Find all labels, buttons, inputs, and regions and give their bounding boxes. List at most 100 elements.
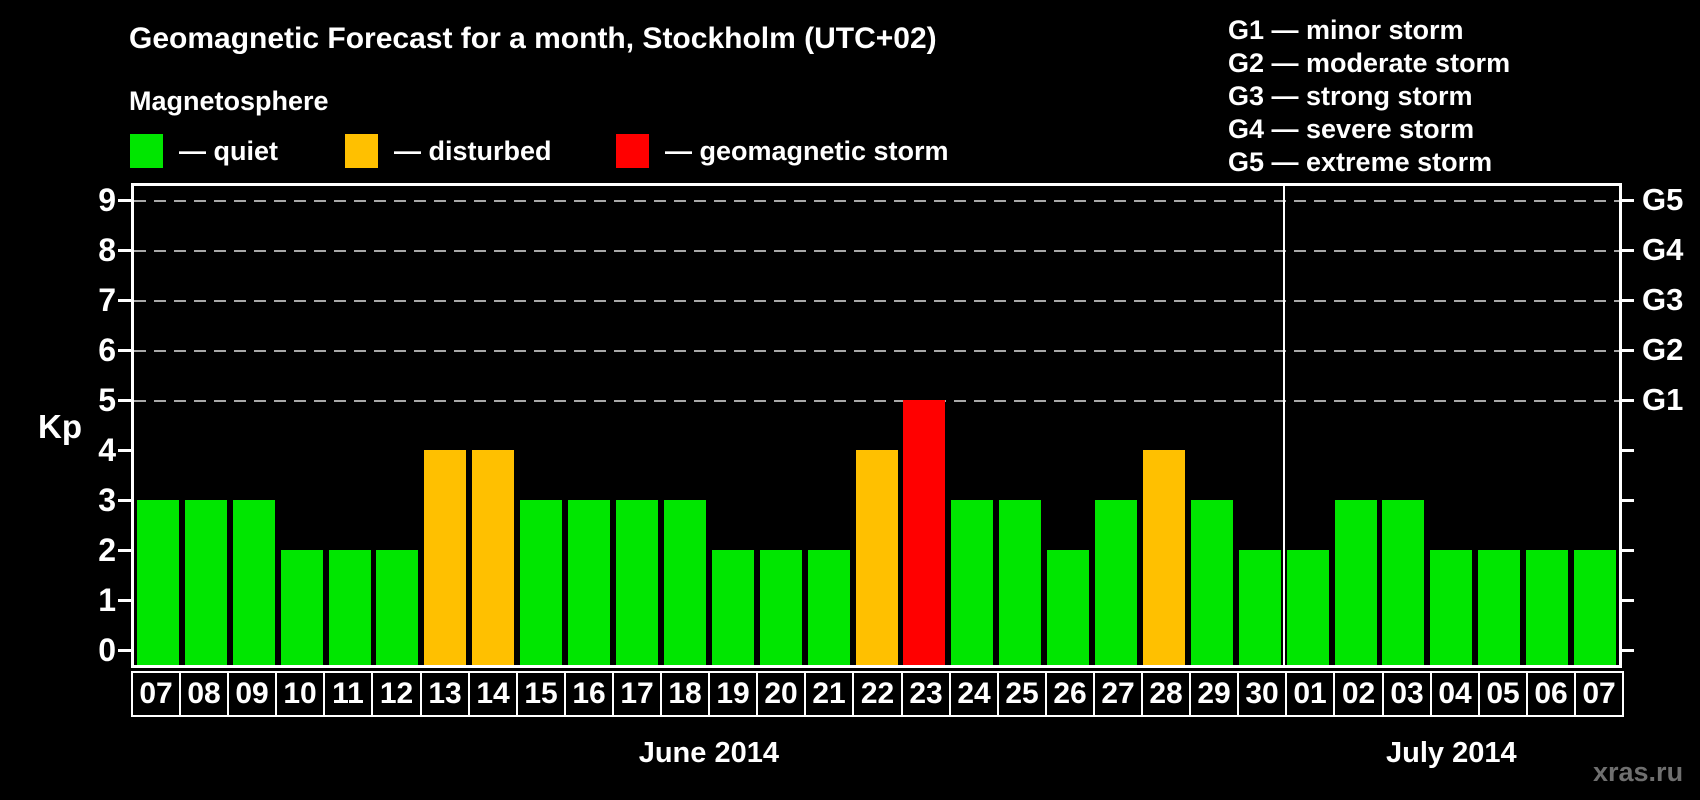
day-label-june-07: 07 — [131, 671, 181, 717]
kp-bar-day-26 — [1047, 550, 1090, 665]
kp-bar-day-19 — [711, 550, 754, 665]
day-label-july-05: 05 — [1478, 671, 1528, 717]
kp-bar-day-25 — [999, 500, 1042, 665]
g-axis-tick-2 — [1621, 549, 1634, 552]
kp-bar-day-11 — [328, 550, 371, 665]
legend-swatch-storm — [616, 134, 649, 168]
day-label-july-01: 01 — [1285, 671, 1335, 717]
kp-bar-day-12 — [376, 550, 419, 665]
kp-bar-day-29 — [1190, 500, 1233, 665]
month-label-june: June 2014 — [638, 737, 779, 769]
kp-tick-label-5: 5 — [98, 382, 116, 418]
kp-tick-label-0: 0 — [98, 632, 116, 668]
kp-bar-day-07 — [136, 500, 179, 665]
g-axis-tick-7 — [1621, 299, 1634, 302]
day-label-july-06: 06 — [1526, 671, 1576, 717]
g-axis-tick-3 — [1621, 499, 1634, 502]
g-label-G3: G3 — [1642, 282, 1684, 317]
g-axis-tick-4 — [1621, 449, 1634, 452]
day-label-july-02: 02 — [1333, 671, 1384, 717]
kp-bar-day-02 — [1334, 500, 1377, 665]
day-label-june-24: 24 — [949, 671, 999, 717]
kp-tick-7 — [118, 299, 131, 302]
month-separator-line — [1282, 186, 1285, 665]
kp-tick-label-6: 6 — [98, 332, 116, 368]
g-scale-legend-item: G2 — moderate storm — [1228, 48, 1511, 78]
gridline-kp-6 — [134, 350, 1619, 352]
day-label-june-23: 23 — [901, 671, 951, 717]
day-label-june-15: 15 — [516, 671, 566, 717]
day-label-june-26: 26 — [1045, 671, 1095, 717]
g-scale-legend-item: G3 — strong storm — [1228, 81, 1473, 111]
kp-bar-day-27 — [1095, 500, 1138, 665]
kp-tick-label-2: 2 — [98, 532, 116, 568]
plot-area — [131, 183, 1622, 668]
g-scale-legend-item: G1 — minor storm — [1228, 15, 1464, 45]
month-label-july: July 2014 — [1386, 737, 1517, 769]
kp-tick-6 — [118, 349, 131, 352]
g-label-G5: G5 — [1642, 182, 1684, 217]
day-label-june-18: 18 — [660, 671, 710, 717]
g-label-G1: G1 — [1642, 382, 1684, 417]
kp-bar-day-05 — [1478, 550, 1521, 665]
kp-bar-day-10 — [280, 550, 323, 665]
kp-bar-day-30 — [1238, 550, 1281, 665]
legend-label-disturbed: — disturbed — [394, 135, 552, 166]
kp-bar-day-09 — [232, 500, 275, 665]
kp-tick-label-3: 3 — [98, 482, 116, 518]
g-label-G4: G4 — [1642, 232, 1684, 267]
kp-tick-5 — [118, 399, 131, 402]
g-axis-tick-9 — [1621, 199, 1634, 202]
day-label-june-09: 09 — [227, 671, 277, 717]
kp-bar-day-24 — [951, 500, 994, 665]
chart-title: Geomagnetic Forecast for a month, Stockh… — [129, 22, 937, 55]
kp-tick-label-1: 1 — [98, 582, 116, 618]
day-label-june-30: 30 — [1237, 671, 1287, 717]
day-label-june-20: 20 — [756, 671, 806, 717]
gridline-kp-9 — [134, 200, 1619, 202]
kp-bar-day-08 — [184, 500, 227, 665]
kp-bar-day-21 — [807, 550, 850, 665]
kp-bar-day-07 — [1574, 550, 1617, 665]
kp-bar-day-20 — [759, 550, 802, 665]
kp-bar-day-13 — [424, 450, 467, 665]
kp-bar-day-15 — [520, 500, 563, 665]
day-label-june-22: 22 — [852, 671, 903, 717]
day-label-july-04: 04 — [1430, 671, 1480, 717]
day-label-july-07: 07 — [1574, 671, 1624, 717]
day-label-june-12: 12 — [371, 671, 422, 717]
kp-tick-8 — [118, 249, 131, 252]
kp-tick-label-4: 4 — [98, 432, 116, 468]
legend-swatch-quiet — [130, 134, 163, 168]
g-label-G2: G2 — [1642, 332, 1684, 367]
day-label-june-14: 14 — [468, 671, 518, 717]
legend-label-storm: — geomagnetic storm — [665, 135, 949, 166]
g-scale-legend: G1 — minor storm G2 — moderate storm G3 — … — [1228, 14, 1510, 179]
legend-item-quiet: — quiet — [130, 133, 278, 169]
kp-bar-day-04 — [1430, 550, 1473, 665]
legend-item-disturbed: — disturbed — [345, 133, 552, 169]
legend-swatch-disturbed — [345, 134, 378, 168]
day-label-june-19: 19 — [708, 671, 758, 717]
month-labels: June 2014 July 2014 — [0, 737, 1700, 777]
kp-tick-label-8: 8 — [98, 232, 116, 268]
kp-tick-0 — [118, 649, 131, 652]
day-label-june-11: 11 — [323, 671, 373, 717]
kp-bar-day-16 — [568, 500, 611, 665]
kp-tick-9 — [118, 199, 131, 202]
kp-tick-label-9: 9 — [98, 182, 116, 218]
kp-bar-day-17 — [615, 500, 658, 665]
gridline-kp-5 — [134, 400, 1619, 402]
kp-bar-day-03 — [1382, 500, 1425, 665]
gridline-kp-8 — [134, 250, 1619, 252]
day-label-june-16: 16 — [564, 671, 614, 717]
kp-tick-3 — [118, 499, 131, 502]
watermark: xras.ru — [1593, 757, 1684, 787]
g-axis-tick-1 — [1621, 599, 1634, 602]
magnetosphere-label: Magnetosphere — [129, 86, 329, 116]
kp-bar-day-18 — [663, 500, 706, 665]
day-label-june-25: 25 — [997, 671, 1047, 717]
day-label-june-13: 13 — [420, 671, 470, 717]
g-axis-tick-8 — [1621, 249, 1634, 252]
